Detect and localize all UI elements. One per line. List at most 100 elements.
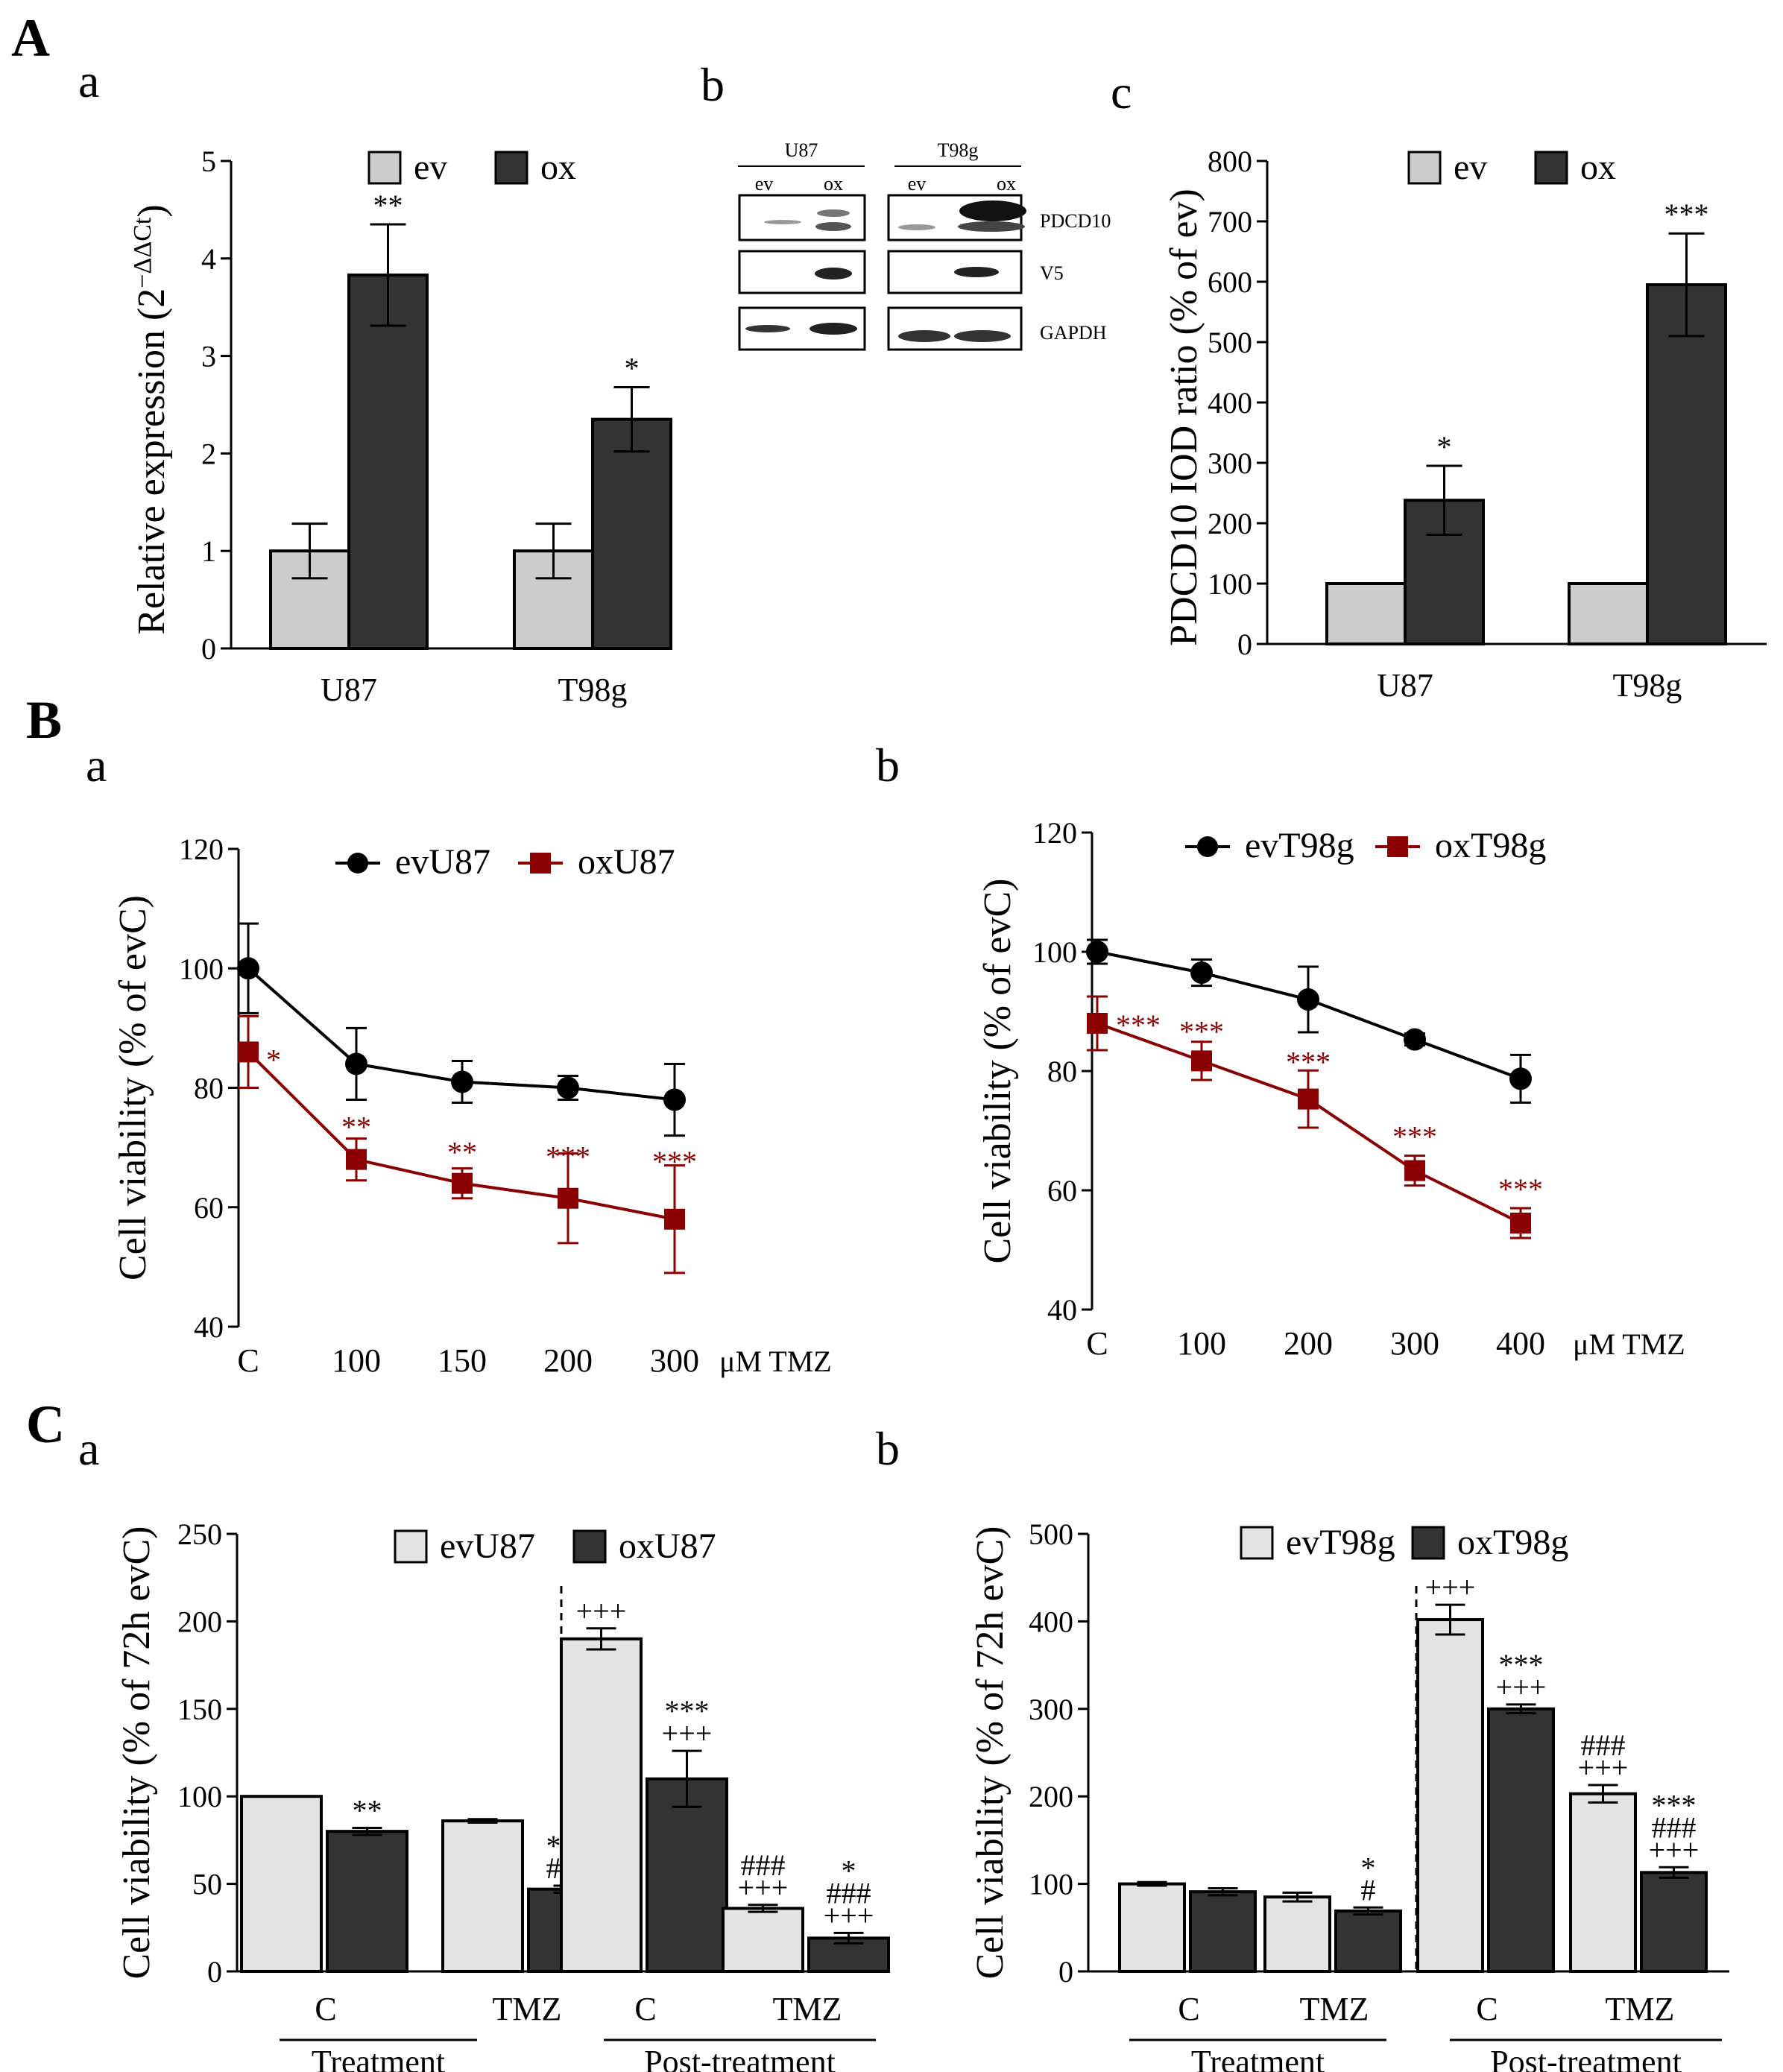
- significance-marker: ***: [1664, 198, 1709, 231]
- x-tick-label: C: [237, 1342, 259, 1379]
- significance-marker: +++: [1578, 1751, 1629, 1784]
- legend-ev-swatch: [1407, 151, 1442, 185]
- significance-marker: +++: [662, 1716, 713, 1750]
- chart-Cb-t98g-posttreatment: 0 100 200 300 400 500 Cell viability (% of 72h…: [969, 1517, 1729, 2072]
- y-axis-title: PDCD10 IOD ratio (% of ev): [1163, 189, 1205, 646]
- legend-ev-swatch: [367, 151, 402, 185]
- x-category-label: C: [634, 1991, 656, 2027]
- x-unit-label: μM TMZ: [719, 1345, 832, 1378]
- data-point-evU87: [237, 957, 259, 980]
- blot-band: [959, 200, 1026, 221]
- x-category-label: C: [1178, 1991, 1199, 2027]
- y-tick-label: 40: [194, 1310, 224, 1344]
- y-axis-title: Cell viability (% of evC): [112, 895, 154, 1280]
- y-tick-label: 0: [1237, 628, 1252, 661]
- significance-marker: *: [625, 351, 640, 385]
- y-tick-label: 3: [201, 340, 216, 373]
- data-point-oxU87: [452, 1172, 473, 1194]
- chart-Ba-u87-viability: 40 60 80 100 120 Cell viability (% of evC) C 10…: [112, 833, 832, 1379]
- y-axis-title: Relative expression (2−ΔΔCt): [129, 204, 174, 634]
- significance-marker: *: [842, 1854, 856, 1887]
- y-tick-label: 400: [1029, 1605, 1073, 1638]
- significance-marker: ***: [1286, 1046, 1331, 1079]
- x-tick-label: 300: [1390, 1325, 1439, 1362]
- y-tick-label: 0: [1058, 1955, 1073, 1989]
- chart-Bb-t98g-viability: 40 60 80 100 120 Cell viability (% of evC) C 10…: [976, 816, 1685, 1362]
- data-point-oxT98g: [1404, 1160, 1425, 1181]
- y-axis-title-superscript: −ΔΔCt: [129, 217, 157, 288]
- blot-band: [954, 267, 999, 277]
- data-point-evU87: [345, 1052, 367, 1076]
- data-point-oxT98g: [1191, 1050, 1212, 1072]
- significance-marker: *: [1437, 430, 1452, 464]
- legend-ox-label: ox: [1580, 148, 1616, 187]
- data-point-oxT98g: [1087, 1013, 1108, 1034]
- significance-marker: +++: [1496, 1670, 1547, 1704]
- y-tick-label: 0: [201, 632, 216, 666]
- significance-marker: ***: [652, 1145, 697, 1178]
- y-tick-label: 700: [1208, 205, 1252, 239]
- y-tick-label: 500: [1208, 326, 1252, 359]
- significance-marker: +++: [576, 1594, 627, 1628]
- legend-marker: [347, 853, 368, 874]
- legend-marker: [1387, 836, 1408, 857]
- blot-lane-label: ox: [824, 173, 843, 195]
- y-axis-title-close: ): [130, 204, 173, 217]
- y-tick-label: 1: [201, 534, 216, 568]
- bar-ev: [1325, 582, 1407, 645]
- bar-ox: [1646, 283, 1727, 645]
- y-tick-label: 100: [1032, 935, 1077, 969]
- data-point-oxU87: [346, 1149, 367, 1170]
- blot-band: [898, 224, 935, 230]
- bar-oxT98g: [1487, 1707, 1555, 1974]
- legend-ox-swatch: [1411, 1526, 1445, 1560]
- data-point-oxT98g: [1298, 1088, 1319, 1110]
- significance-marker: +++: [1649, 1833, 1700, 1866]
- blot-lane-label: ox: [997, 173, 1016, 195]
- significance-marker: **: [353, 1793, 382, 1827]
- x-tick-label: 100: [1177, 1325, 1226, 1362]
- y-axis-title: Cell viability (% of 72h evC): [116, 1526, 158, 1979]
- y-tick-label: 800: [1208, 145, 1252, 178]
- x-category-label: U87: [1377, 667, 1433, 704]
- legend-ev-label: evT98g: [1286, 1523, 1395, 1562]
- x-category-label: C: [1476, 1991, 1498, 2027]
- y-tick-label: 100: [179, 952, 224, 985]
- x-tick-label: 150: [438, 1342, 487, 1379]
- blot-band: [958, 221, 1025, 232]
- data-point-evT98g: [1297, 988, 1319, 1011]
- panel-label-C: C: [26, 1395, 65, 1454]
- x-tick-label: C: [1086, 1325, 1108, 1362]
- y-tick-label: 300: [1029, 1693, 1073, 1726]
- y-tick-label: 5: [201, 145, 216, 178]
- y-axis-title: Cell viability (% of 72h evC): [969, 1526, 1012, 1979]
- significance-marker: +++: [738, 1871, 789, 1904]
- x-category-label: TMZ: [1300, 1991, 1369, 2027]
- blot-band: [954, 330, 1011, 342]
- significance-marker: ###: [1581, 1728, 1626, 1762]
- blot-box: [738, 194, 866, 241]
- blot-protein-label: GAPDH: [1040, 322, 1107, 344]
- y-tick-label: 80: [194, 1072, 224, 1105]
- bar-oxT98g: [1334, 1909, 1402, 1973]
- legend-ox-swatch: [572, 1529, 607, 1564]
- x-category-label: TMZ: [1606, 1991, 1675, 2027]
- data-point-evU87: [663, 1088, 686, 1111]
- y-tick-label: 60: [1047, 1174, 1077, 1207]
- significance-marker: ***: [546, 1140, 590, 1174]
- bar-oxU87: [326, 1830, 408, 1973]
- y-tick-label: 100: [1029, 1868, 1073, 1901]
- legend-ev-label: ev: [1454, 148, 1487, 187]
- legend-ev-label: evU87: [440, 1526, 535, 1566]
- bar-evU87: [441, 1819, 524, 1974]
- blot-band: [764, 220, 801, 224]
- x-tick-label: 100: [332, 1342, 381, 1379]
- group-label: Treatment: [1191, 2044, 1325, 2072]
- panel-label-Ba: a: [86, 739, 107, 792]
- data-point-oxU87: [664, 1208, 685, 1230]
- blot-band: [898, 330, 950, 342]
- blot-protein-label: V5: [1040, 262, 1064, 284]
- y-tick-label: 80: [1047, 1055, 1077, 1088]
- data-point-evT98g: [1086, 941, 1108, 963]
